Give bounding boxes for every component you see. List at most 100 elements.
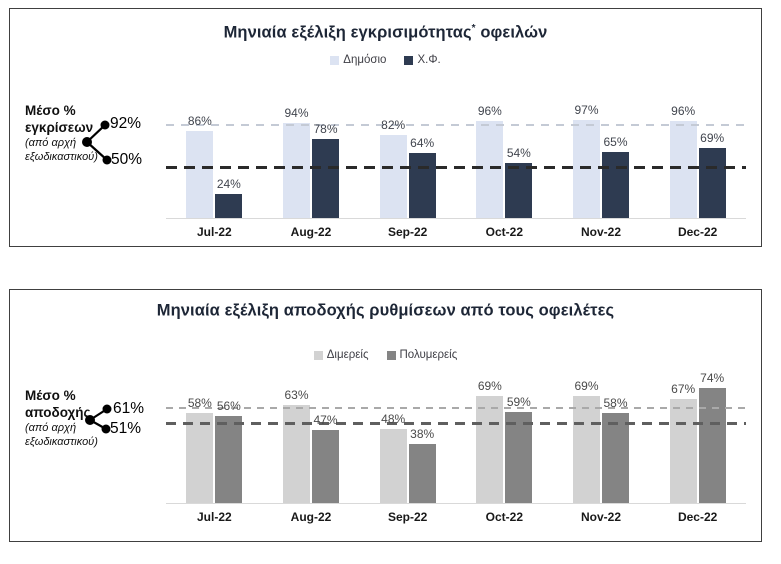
chart-title-asterisk: *	[471, 23, 476, 34]
x-axis-label: Sep-22	[387, 510, 428, 524]
legend-swatch-icon	[404, 55, 414, 65]
average-note-line: Μέσο %	[25, 103, 76, 118]
bar-Δημόσιο-Dec-22	[669, 121, 697, 218]
x-axis-label: Aug-22	[290, 510, 332, 524]
bar-Χ.Φ.-Aug-22	[312, 139, 339, 218]
chart-title: Μηνιαία εξέλιξη αποδοχής ρυθμίσεων από τ…	[10, 301, 761, 321]
legend-item: Δημόσιο	[330, 54, 386, 66]
average-note-line: εξωδικαστικού)	[25, 436, 98, 448]
bar-value-label: 24%	[216, 177, 241, 191]
x-axis	[166, 218, 746, 219]
callout-connector-icon	[85, 404, 112, 434]
bar-Πολυμερείς-Oct-22	[505, 412, 533, 503]
bar-value-label: 63%	[284, 388, 309, 402]
legend-label: Δημόσιο	[343, 54, 387, 66]
average-note-line: εγκρίσεων	[25, 120, 94, 135]
legend-label: Διμερείς	[326, 349, 369, 361]
bar-value-label: 96%	[477, 104, 502, 118]
reference-line	[166, 407, 746, 409]
average-note: Μέσο % εγκρίσεων (από αρχή εξωδικαστικού…	[25, 102, 167, 164]
chart-title-main: Μηνιαία εξέλιξη εγκρισιμότητας	[223, 23, 472, 42]
bar-value-label: 86%	[187, 114, 212, 128]
legend-label: Χ.Φ.	[417, 54, 441, 66]
approval-rate-chart-panel: Μηνιαία εξέλιξη εγκρισιμότητας* οφειλών …	[9, 8, 762, 247]
bar-value-label: 94%	[284, 106, 309, 120]
bar-value-label: 69%	[700, 131, 725, 145]
chart-legend: Διμερείς Πολυμερείς	[10, 349, 761, 361]
bar-Χ.Φ.-Jul-22	[215, 194, 243, 218]
plot-area: 86% 94% 82% 96% 97% 96% 24% 78% 64% 54% 65% 69% Jul-…	[10, 9, 761, 246]
average-note: Μέσο % αποδοχής (από αρχή εξωδικαστικού)	[25, 387, 167, 449]
reference-value-label: 50%	[111, 151, 143, 168]
bar-Πολυμερείς-Aug-22	[312, 430, 339, 503]
bar-Διμερείς-Sep-22	[379, 429, 407, 503]
x-axis-label: Jul-22	[196, 510, 232, 524]
x-axis-label: Oct-22	[485, 225, 523, 239]
chart-title-main: Μηνιαία εξέλιξη αποδοχής ρυθμίσεων από τ…	[156, 301, 615, 320]
bar-Χ.Φ.-Dec-22	[698, 148, 726, 218]
bar-Χ.Φ.-Nov-22	[602, 152, 629, 218]
bar-Δημόσιο-Aug-22	[283, 123, 310, 218]
chart-legend: Δημόσιο Χ.Φ.	[10, 54, 761, 66]
bar-value-label: 69%	[574, 379, 599, 393]
average-note-line: (από αρχή	[25, 422, 77, 434]
reference-line	[166, 166, 746, 169]
bar-Δημόσιο-Nov-22	[573, 120, 600, 218]
bar-Χ.Φ.-Sep-22	[408, 153, 436, 218]
legend-item: Διμερείς	[313, 349, 369, 361]
x-axis-label: Nov-22	[580, 225, 621, 239]
legend-item: Χ.Φ.	[404, 54, 441, 66]
bar-value-label: 54%	[506, 146, 531, 160]
bar-Πολυμερείς-Sep-22	[408, 444, 436, 503]
acceptance-rate-chart-panel: Μηνιαία εξέλιξη αποδοχής ρυθμίσεων από τ…	[9, 289, 762, 542]
average-note-line: (από αρχή	[25, 137, 77, 149]
bar-value-label: 65%	[603, 135, 628, 149]
plot-area: 58% 63% 48% 69% 69% 67% 56% 47% 38% 59% 58% 74% Jul-…	[10, 290, 761, 541]
x-axis-label: Sep-22	[387, 225, 428, 239]
x-axis	[166, 503, 746, 504]
legend-label: Πολυμερείς	[399, 349, 458, 361]
reference-value-label: 92%	[110, 115, 142, 132]
legend-swatch-icon	[386, 350, 396, 360]
callout-connector-icon	[82, 120, 112, 165]
bar-value-label: 96%	[671, 104, 696, 118]
legend-swatch-icon	[313, 350, 323, 360]
bar-Διμερείς-Aug-22	[283, 405, 310, 503]
bar-Διμερείς-Nov-22	[573, 396, 600, 503]
bar-value-label: 82%	[381, 118, 406, 132]
x-axis-label: Jul-22	[196, 225, 232, 239]
bar-Διμερείς-Dec-22	[669, 399, 697, 503]
bar-value-label: 48%	[381, 412, 406, 426]
bar-value-label: 56%	[216, 399, 241, 413]
x-axis-label: Oct-22	[485, 510, 523, 524]
bar-value-label: 58%	[603, 396, 628, 410]
bar-Διμερείς-Oct-22	[476, 396, 504, 503]
average-note-line: εξωδικαστικού)	[25, 151, 98, 163]
chart-title-rest: οφειλών	[475, 23, 548, 42]
bar-Πολυμερείς-Dec-22	[698, 388, 726, 503]
bar-value-label: 64%	[410, 136, 435, 150]
x-axis-label: Nov-22	[580, 510, 621, 524]
x-axis-label: Dec-22	[677, 510, 718, 524]
reference-value-label: 61%	[113, 400, 145, 417]
bar-Δημόσιο-Oct-22	[476, 121, 504, 218]
bar-Πολυμερείς-Jul-22	[215, 416, 243, 503]
bar-value-label: 59%	[506, 395, 531, 409]
bar-value-label: 74%	[700, 371, 725, 385]
x-axis-label: Aug-22	[290, 225, 332, 239]
reference-line	[166, 124, 746, 126]
x-axis-label: Dec-22	[677, 225, 718, 239]
bar-Δημόσιο-Jul-22	[186, 131, 214, 218]
bar-value-label: 67%	[671, 382, 696, 396]
bar-Διμερείς-Jul-22	[186, 413, 214, 503]
bar-value-label: 97%	[574, 103, 599, 117]
bar-value-label: 69%	[477, 379, 502, 393]
legend-item: Πολυμερείς	[386, 349, 458, 361]
average-note-line: Μέσο %	[25, 388, 76, 403]
bar-value-label: 78%	[313, 122, 338, 136]
average-note-line: αποδοχής	[25, 405, 91, 420]
reference-line	[166, 422, 746, 425]
chart-title: Μηνιαία εξέλιξη εγκρισιμότητας* οφειλών	[10, 23, 761, 43]
reference-value-label: 51%	[110, 420, 142, 437]
bar-Χ.Φ.-Oct-22	[505, 163, 533, 218]
